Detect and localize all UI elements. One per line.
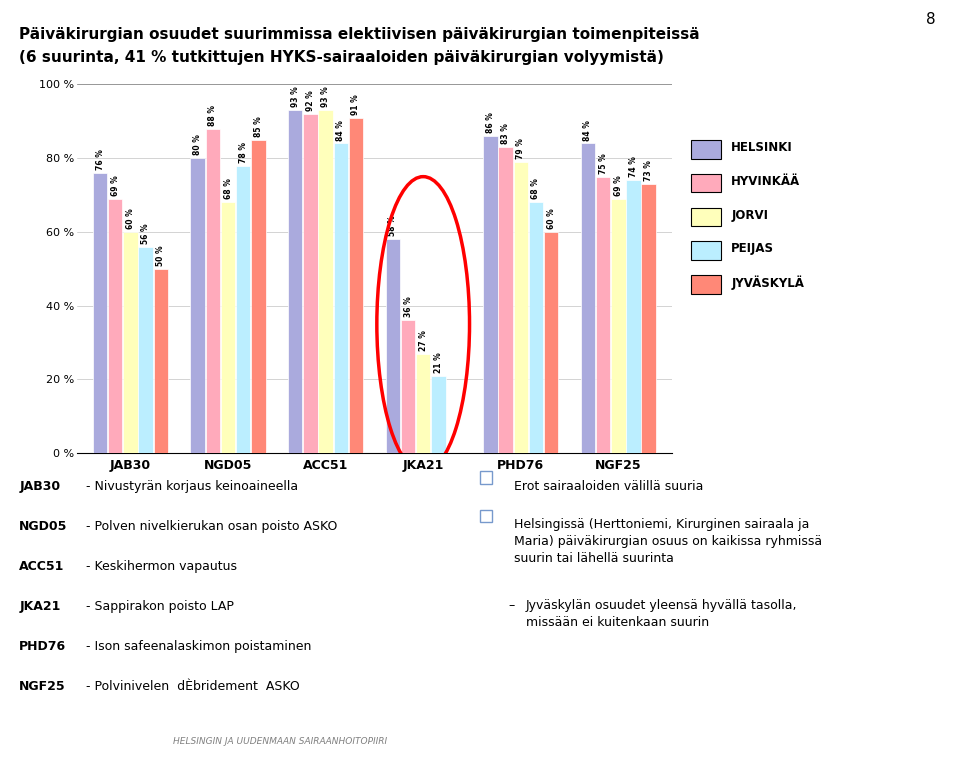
Text: 58 %: 58 % xyxy=(389,216,397,237)
Bar xyxy=(154,269,168,453)
FancyBboxPatch shape xyxy=(691,207,721,226)
Bar xyxy=(514,162,528,453)
Text: 93 %: 93 % xyxy=(291,87,300,108)
Bar xyxy=(626,180,640,453)
Text: 86 %: 86 % xyxy=(486,112,495,133)
Bar xyxy=(236,166,251,453)
Bar xyxy=(205,129,220,453)
Bar xyxy=(416,353,430,453)
Bar xyxy=(108,199,123,453)
Text: ACC51: ACC51 xyxy=(19,560,64,573)
Bar xyxy=(303,114,318,453)
Bar xyxy=(498,147,513,453)
Text: 68 %: 68 % xyxy=(532,179,540,200)
Text: - Keskihermon vapautus: - Keskihermon vapautus xyxy=(82,560,236,573)
Text: - Sappirakon poisto LAP: - Sappirakon poisto LAP xyxy=(82,600,233,613)
Bar xyxy=(319,111,333,453)
Bar xyxy=(386,240,400,453)
FancyBboxPatch shape xyxy=(691,241,721,260)
Bar xyxy=(400,320,416,453)
Text: HELSINKI: HELSINKI xyxy=(732,141,793,154)
Text: - Polven nivelkierukan osan poisto ASKO: - Polven nivelkierukan osan poisto ASKO xyxy=(82,520,337,533)
Text: JORVI: JORVI xyxy=(732,209,768,222)
Bar xyxy=(288,111,302,453)
Bar xyxy=(544,232,559,453)
Text: 36 %: 36 % xyxy=(403,296,413,317)
Text: - Ison safeenalaskimon poistaminen: - Ison safeenalaskimon poistaminen xyxy=(82,640,311,653)
Bar xyxy=(348,118,363,453)
Text: 60 %: 60 % xyxy=(126,208,135,229)
Bar xyxy=(612,199,626,453)
Text: 68 %: 68 % xyxy=(224,179,232,200)
Bar xyxy=(529,203,543,453)
Text: 85 %: 85 % xyxy=(253,116,263,137)
Text: PEIJAS: PEIJAS xyxy=(732,243,775,256)
Bar xyxy=(221,203,235,453)
FancyBboxPatch shape xyxy=(691,174,721,192)
Text: 91 %: 91 % xyxy=(351,94,360,114)
Text: - Polvinivelen  dÈbridement  ASKO: - Polvinivelen dÈbridement ASKO xyxy=(82,680,300,693)
Text: 79 %: 79 % xyxy=(516,138,525,159)
Bar xyxy=(483,136,497,453)
Text: 80 %: 80 % xyxy=(193,134,203,155)
Text: Jyväskylän osuudet yleensä hyvällä tasolla,
missään ei kuitenkaan suurin: Jyväskylän osuudet yleensä hyvällä tasol… xyxy=(526,599,798,629)
Text: - Nivustyrän korjaus keinoaineella: - Nivustyrän korjaus keinoaineella xyxy=(82,480,298,493)
Text: JYVÄSKYLÄ: JYVÄSKYLÄ xyxy=(732,276,804,290)
Text: 69 %: 69 % xyxy=(613,175,623,196)
Text: 75 %: 75 % xyxy=(599,153,608,174)
Text: 60 %: 60 % xyxy=(546,208,556,229)
Text: 50 %: 50 % xyxy=(156,245,165,266)
Text: –: – xyxy=(509,599,516,612)
Text: Helsingissä (Herttoniemi, Kirurginen sairaala ja
Maria) päiväkirurgian osuus on : Helsingissä (Herttoniemi, Kirurginen sai… xyxy=(514,518,822,565)
Bar xyxy=(596,177,611,453)
Text: 84 %: 84 % xyxy=(336,120,346,141)
Text: (6 suurinta, 41 % tutkittujen HYKS-sairaaloiden päiväkirurgian volyymistä): (6 suurinta, 41 % tutkittujen HYKS-saira… xyxy=(19,50,664,65)
Text: 21 %: 21 % xyxy=(434,352,443,372)
Text: 93 %: 93 % xyxy=(321,87,330,108)
Bar xyxy=(333,144,348,453)
Text: 56 %: 56 % xyxy=(141,223,150,243)
Bar xyxy=(93,173,108,453)
FancyBboxPatch shape xyxy=(691,140,721,158)
Text: 92 %: 92 % xyxy=(306,91,315,111)
Text: 27 %: 27 % xyxy=(419,329,428,351)
Bar xyxy=(190,158,204,453)
Bar xyxy=(431,376,445,453)
Text: JKA21: JKA21 xyxy=(19,600,60,613)
Text: HYVINKÄÄ: HYVINKÄÄ xyxy=(732,175,801,188)
Text: Päiväkirurgian osuudet suurimmissa elektiivisen päiväkirurgian toimenpiteissä: Päiväkirurgian osuudet suurimmissa elekt… xyxy=(19,27,700,42)
Text: PHD76: PHD76 xyxy=(19,640,66,653)
Text: 73 %: 73 % xyxy=(644,161,653,181)
Text: JAB30: JAB30 xyxy=(19,480,60,493)
Text: 84 %: 84 % xyxy=(584,120,592,141)
Bar xyxy=(581,144,595,453)
Text: 88 %: 88 % xyxy=(208,104,217,126)
Text: HELSINGIN JA UUDENMAAN SAIRAANHOITOPIIRI: HELSINGIN JA UUDENMAAN SAIRAANHOITOPIIRI xyxy=(173,737,387,746)
FancyBboxPatch shape xyxy=(691,275,721,293)
Text: 74 %: 74 % xyxy=(629,157,638,177)
Text: NGF25: NGF25 xyxy=(19,680,66,693)
Text: 78 %: 78 % xyxy=(239,141,248,163)
Text: 8: 8 xyxy=(926,12,936,27)
Text: Erot sairaaloiden välillä suuria: Erot sairaaloiden välillä suuria xyxy=(514,480,703,493)
Bar xyxy=(123,232,137,453)
Text: 83 %: 83 % xyxy=(501,124,510,144)
Bar xyxy=(138,247,153,453)
Text: 69 %: 69 % xyxy=(110,175,120,196)
Bar xyxy=(252,140,266,453)
Text: 76 %: 76 % xyxy=(96,149,105,170)
Text: NGD05: NGD05 xyxy=(19,520,67,533)
Bar xyxy=(641,184,656,453)
